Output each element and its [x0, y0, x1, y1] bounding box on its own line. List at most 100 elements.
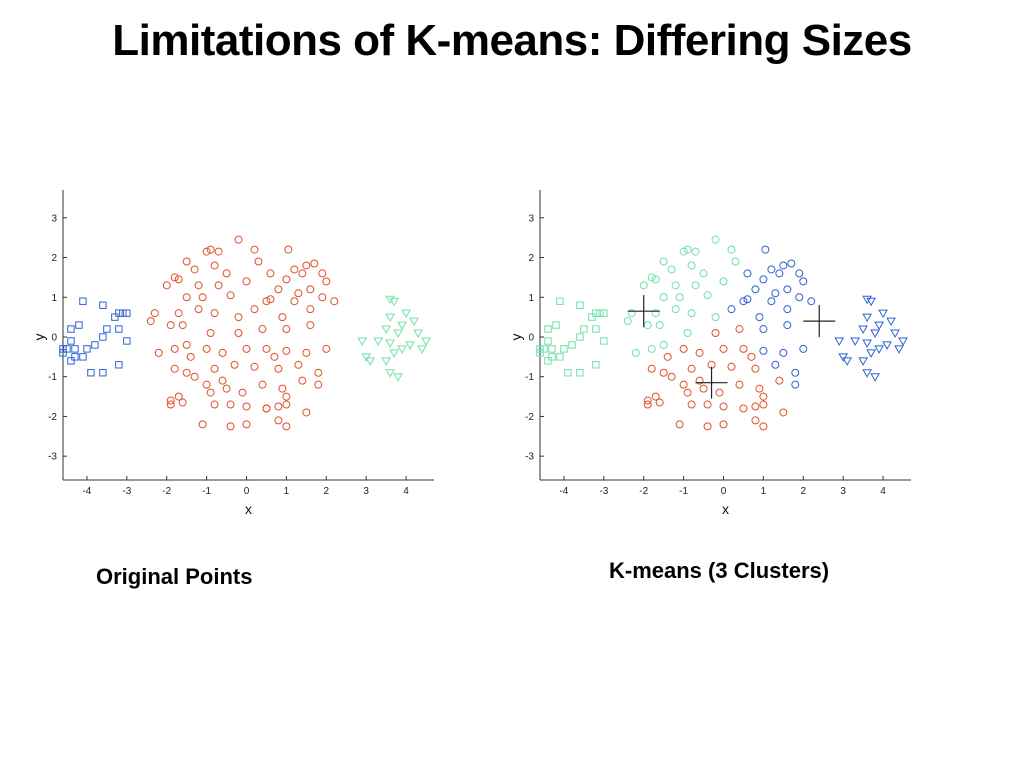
data-point-circle: [759, 400, 768, 409]
data-point-circle: [178, 321, 187, 330]
data-point-square: [576, 369, 584, 377]
data-point-square: [67, 337, 75, 345]
data-point-circle: [783, 321, 792, 330]
data-point-triangle: [381, 357, 391, 366]
data-point-triangle: [894, 345, 904, 354]
data-point-circle: [675, 293, 684, 302]
data-point-square: [99, 369, 107, 377]
data-point-circle: [314, 380, 323, 389]
data-point-circle: [274, 402, 283, 411]
x-tick-label: -2: [162, 486, 171, 497]
data-point-circle: [282, 346, 291, 355]
x-axis-label: x: [245, 501, 252, 517]
data-point-square: [580, 325, 588, 333]
data-point-circle: [751, 402, 760, 411]
y-tick-label: 1: [528, 293, 534, 304]
data-point-circle: [779, 261, 788, 270]
data-point-square: [536, 345, 544, 353]
data-point-circle: [294, 360, 303, 369]
data-point-circle: [647, 344, 656, 353]
data-point-circle: [262, 404, 271, 413]
data-point-circle: [679, 344, 688, 353]
data-point-circle: [651, 392, 660, 401]
data-point-triangle: [850, 337, 861, 346]
data-point-square: [600, 337, 608, 345]
data-point-circle: [659, 293, 668, 302]
data-point-circle: [146, 317, 155, 326]
data-point-circle: [651, 275, 660, 284]
data-point-square: [79, 353, 87, 361]
data-point-triangle: [878, 309, 888, 319]
data-point-triangle: [870, 329, 880, 339]
x-tick-label: 1: [761, 486, 767, 497]
y-tick-label: -1: [525, 372, 534, 383]
data-point-circle: [807, 297, 816, 306]
data-point-square: [111, 313, 119, 321]
data-point-circle: [150, 309, 159, 318]
data-point-circle: [743, 295, 752, 304]
data-point-circle: [683, 329, 692, 338]
data-point-circle: [266, 295, 275, 304]
data-point-square: [560, 345, 568, 353]
data-point-circle: [783, 305, 792, 314]
data-point-circle: [739, 297, 748, 306]
caption-kmeans: K-means (3 Clusters): [609, 558, 830, 583]
data-point-circle: [655, 321, 664, 330]
data-point-triangle: [890, 329, 900, 339]
data-point-circle: [759, 325, 768, 334]
data-point-circle: [290, 265, 299, 274]
data-point-square: [592, 309, 600, 317]
data-point-circle: [226, 422, 235, 431]
data-point-circle: [687, 309, 696, 318]
x-tick-label: -3: [122, 486, 131, 497]
scatter-plot-kmeans: -4 -3 -2 -1 0 1 2 3 4 -3 -2 -1 0 1 2 3 x y: [508, 190, 911, 517]
data-point-circle: [242, 344, 251, 353]
data-point-circle: [194, 281, 203, 290]
data-point-square: [556, 297, 564, 305]
data-point-circle: [731, 257, 740, 266]
x-tick-label: 2: [801, 486, 807, 497]
data-point-square: [71, 353, 79, 361]
data-point-circle: [206, 245, 215, 254]
data-point-circle: [671, 281, 680, 290]
data-point-circle: [234, 313, 243, 322]
data-point-circle: [210, 400, 219, 409]
data-point-circle: [743, 269, 752, 278]
data-point-circle: [751, 364, 760, 373]
data-point-circle: [687, 400, 696, 409]
data-point-triangle: [858, 325, 868, 335]
data-point-circle: [202, 247, 211, 256]
data-point-circle: [214, 247, 223, 256]
data-point-circle: [178, 398, 187, 407]
data-point-circle: [795, 269, 804, 278]
data-point-circle: [202, 344, 211, 353]
data-point-circle: [761, 245, 770, 254]
data-point-circle: [631, 348, 640, 357]
data-point-circle: [198, 420, 207, 429]
data-point-circle: [643, 321, 652, 330]
data-point-circle: [174, 275, 183, 284]
data-point-circle: [170, 344, 179, 353]
data-point-circle: [735, 325, 744, 334]
data-point-circle: [206, 388, 215, 397]
data-point-circle: [234, 329, 243, 338]
y-tick-label: -3: [525, 452, 534, 463]
data-point-triangle: [898, 337, 908, 346]
data-point-triangle: [393, 329, 403, 339]
data-point-triangle: [409, 317, 419, 327]
x-tick-label: -1: [679, 486, 688, 497]
data-point-triangle: [373, 337, 384, 346]
data-point-circle: [210, 309, 219, 318]
data-point-square: [540, 345, 548, 353]
data-point-circle: [266, 269, 275, 278]
data-point-triangle: [385, 313, 395, 323]
data-point-circle: [170, 273, 179, 282]
data-point-circle: [282, 422, 291, 431]
data-point-square: [568, 341, 576, 349]
data-point-circle: [659, 257, 668, 266]
data-point-circle: [198, 293, 207, 302]
data-point-circle: [162, 281, 171, 290]
data-point-circle: [727, 245, 736, 254]
data-point-circle: [659, 340, 668, 349]
data-point-circle: [174, 309, 183, 318]
